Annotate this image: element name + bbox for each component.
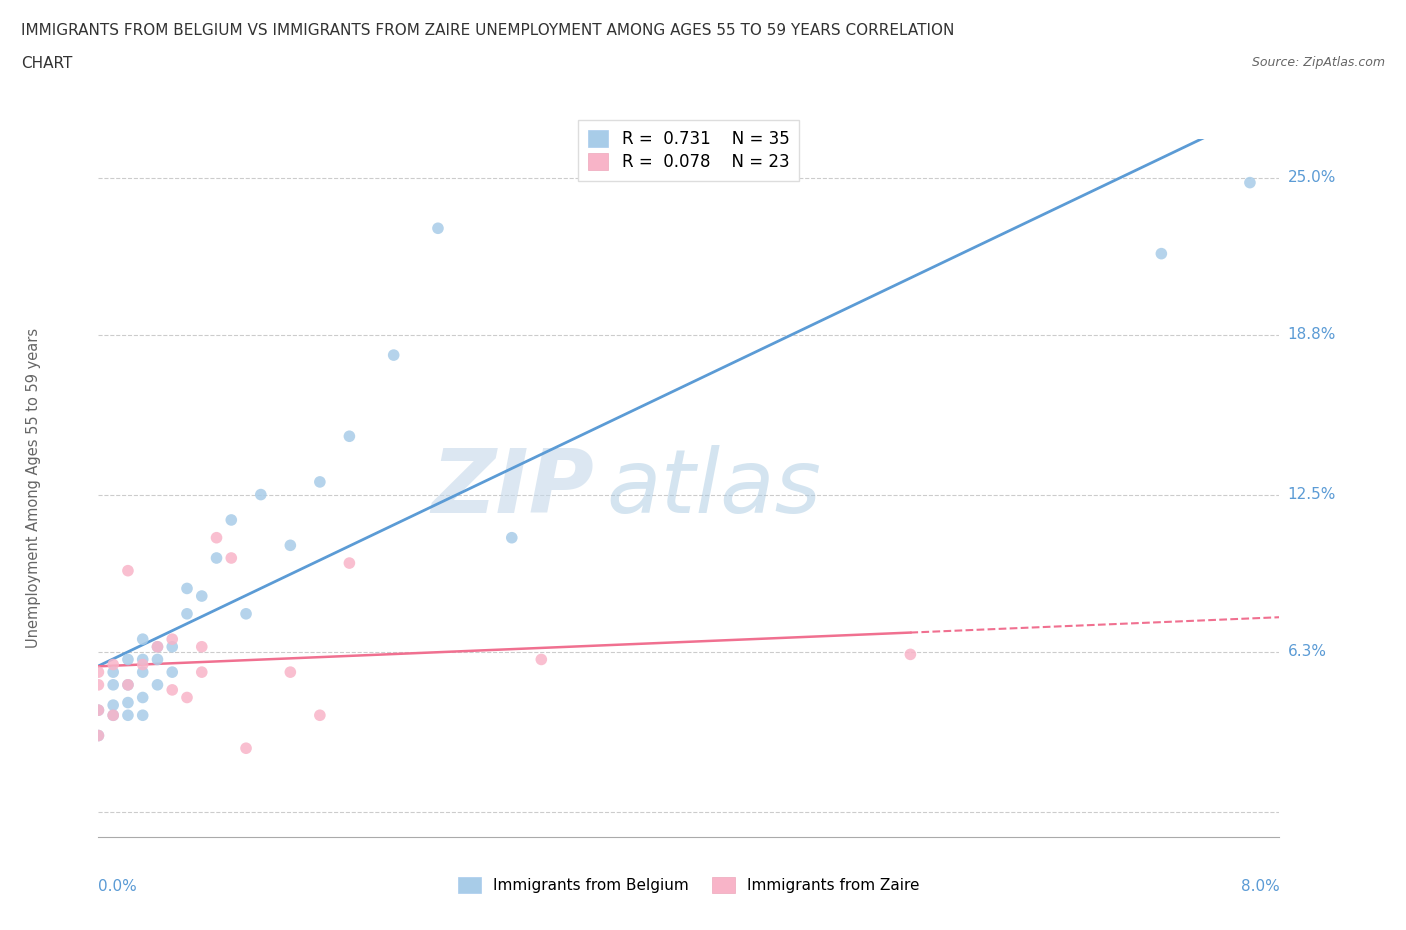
Point <box>87 677 110 692</box>
Point <box>146 652 169 667</box>
Text: 18.8%: 18.8% <box>1288 327 1336 342</box>
Point <box>146 639 169 654</box>
Point <box>117 708 139 723</box>
Point <box>132 690 155 705</box>
Point <box>87 703 110 718</box>
Point <box>87 728 110 743</box>
Point <box>382 348 405 363</box>
Point <box>117 677 139 692</box>
Text: Source: ZipAtlas.com: Source: ZipAtlas.com <box>1251 56 1385 69</box>
Text: 25.0%: 25.0% <box>1288 170 1336 185</box>
Point <box>219 551 242 565</box>
Point <box>132 652 155 667</box>
Point <box>250 487 273 502</box>
Point <box>278 538 301 552</box>
Point <box>132 665 155 680</box>
Point <box>162 639 183 654</box>
Point <box>337 555 360 570</box>
Text: ZIP: ZIP <box>432 445 595 532</box>
Point <box>103 698 124 712</box>
Point <box>132 708 155 723</box>
Text: 6.3%: 6.3% <box>1288 644 1327 659</box>
Point <box>176 690 198 705</box>
Point <box>103 665 124 680</box>
Point <box>162 665 183 680</box>
Text: atlas: atlas <box>606 445 821 531</box>
Point <box>898 647 921 662</box>
Point <box>132 658 155 672</box>
Point <box>176 581 198 596</box>
Point <box>530 652 553 667</box>
Point <box>103 658 124 672</box>
Text: 8.0%: 8.0% <box>1240 879 1279 894</box>
Point <box>146 639 169 654</box>
Point <box>1150 246 1173 261</box>
Point <box>308 474 332 489</box>
Point <box>117 695 139 710</box>
Point <box>191 639 214 654</box>
Point <box>162 683 183 698</box>
Point <box>103 708 124 723</box>
Point <box>235 741 257 756</box>
Point <box>235 606 257 621</box>
Point <box>132 631 155 646</box>
Point <box>191 589 214 604</box>
Point <box>117 677 139 692</box>
Point <box>191 665 214 680</box>
Point <box>219 512 242 527</box>
Text: Unemployment Among Ages 55 to 59 years: Unemployment Among Ages 55 to 59 years <box>25 328 41 648</box>
Point <box>103 677 124 692</box>
Point <box>308 708 332 723</box>
Point <box>205 551 228 565</box>
Point <box>1239 175 1261 190</box>
Text: CHART: CHART <box>21 56 73 71</box>
Text: IMMIGRANTS FROM BELGIUM VS IMMIGRANTS FROM ZAIRE UNEMPLOYMENT AMONG AGES 55 TO 5: IMMIGRANTS FROM BELGIUM VS IMMIGRANTS FR… <box>21 23 955 38</box>
Point <box>117 652 139 667</box>
Point <box>501 530 523 545</box>
Point <box>117 564 139 578</box>
Point <box>205 530 228 545</box>
Point <box>278 665 301 680</box>
Point <box>87 665 110 680</box>
Text: 0.0%: 0.0% <box>98 879 138 894</box>
Point <box>146 677 169 692</box>
Point <box>176 606 198 621</box>
Point <box>162 631 183 646</box>
Point <box>87 703 110 718</box>
Point <box>426 220 449 235</box>
Point <box>337 429 360 444</box>
Point <box>87 728 110 743</box>
Text: 12.5%: 12.5% <box>1288 487 1336 502</box>
Point <box>103 708 124 723</box>
Legend: Immigrants from Belgium, Immigrants from Zaire: Immigrants from Belgium, Immigrants from… <box>453 870 925 899</box>
